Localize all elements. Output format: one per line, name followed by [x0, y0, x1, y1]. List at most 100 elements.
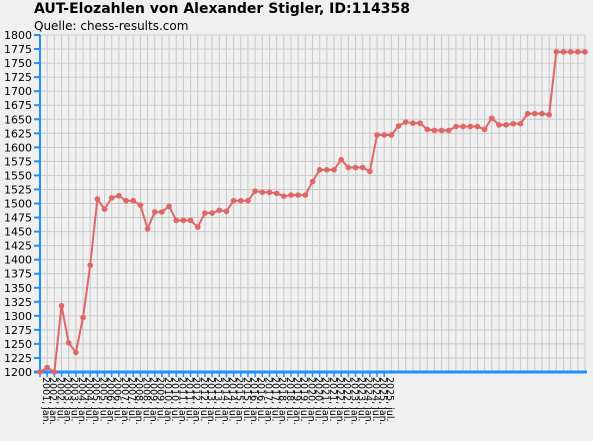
y-tick-label: 1750 [4, 57, 32, 70]
data-point [388, 132, 395, 138]
x-tick-label: 2020, jan. [305, 377, 316, 425]
x-tick-label: 2016, jul. [255, 377, 266, 422]
data-point [474, 123, 481, 130]
data-point [259, 189, 266, 196]
data-point [395, 123, 402, 129]
x-tick-label: 2022, jan. [334, 377, 345, 425]
data-point [496, 122, 502, 128]
x-tick-label: 2024, jul. [370, 377, 381, 422]
x-tick-label: 2008, jan. [133, 377, 144, 425]
x-tick-label: 2009, jul. [155, 377, 166, 422]
data-point [424, 126, 431, 133]
data-point [252, 188, 258, 194]
data-point [524, 110, 531, 117]
x-tick-label: 2007, jan. [119, 377, 130, 425]
x-tick-label: 2010, jul. [169, 377, 180, 422]
x-tick-label: 2023, jan. [348, 377, 359, 425]
data-point [73, 349, 79, 356]
y-tick-label: 1800 [4, 29, 32, 42]
data-point [87, 262, 93, 269]
data-point [517, 120, 524, 127]
x-tick-label: 2018, jul. [284, 377, 295, 422]
x-tick-label: 2003, jan. [62, 377, 73, 425]
data-point [539, 110, 545, 117]
x-tick-label: 2019, jul. [298, 377, 309, 422]
y-tick-label: 1600 [4, 141, 32, 154]
x-tick-label: 2005, jul. [97, 377, 108, 422]
data-point [560, 49, 567, 55]
data-point [58, 302, 65, 309]
data-point [216, 207, 223, 214]
y-tick-label: 1500 [4, 198, 32, 211]
x-tick-label: 2021, jul. [327, 377, 338, 422]
data-point [460, 123, 466, 130]
y-tick-label: 1300 [4, 310, 32, 323]
y-tick-label: 1225 [4, 352, 32, 365]
y-tick-label: 1700 [4, 85, 32, 98]
x-tick-label: 2006, jan. [105, 377, 116, 425]
data-point [237, 197, 244, 204]
x-tick-label: 2022, jul. [341, 377, 352, 422]
data-point [273, 190, 280, 197]
y-tick-label: 1450 [4, 226, 32, 239]
x-tick-label: 2020, jul. [313, 377, 324, 422]
data-point [402, 119, 409, 125]
y-tick-label: 1400 [4, 254, 32, 267]
data-point [295, 192, 301, 198]
y-tick-label: 1675 [4, 99, 32, 112]
data-point [488, 115, 495, 121]
x-tick-label: 2025, jul. [384, 377, 395, 422]
x-tick-label: 2021, jan. [320, 377, 331, 425]
chart-subtitle: Quelle: chess-results.com [34, 19, 189, 33]
chart-title: AUT-Elozahlen von Alexander Stigler, ID:… [34, 1, 411, 17]
data-point [151, 209, 158, 215]
y-tick-label: 1550 [4, 169, 32, 182]
data-point [582, 49, 588, 55]
y-tick-label: 1275 [4, 324, 32, 337]
data-point [137, 202, 144, 208]
x-tick-label: 2024, jan. [363, 377, 374, 425]
data-point [553, 49, 560, 55]
x-tick-label: 2017, jul. [269, 377, 280, 422]
x-tick-label: 2008, jul. [140, 377, 151, 422]
y-tick-label: 1475 [4, 212, 32, 225]
x-tick-label: 2002, jan. [47, 377, 58, 425]
x-tick-label: 2005, jan. [90, 377, 101, 425]
data-point [223, 208, 230, 215]
data-point [316, 167, 323, 173]
y-tick-label: 1650 [4, 113, 32, 126]
x-tick-label: 2011, jul. [183, 377, 194, 422]
data-point [331, 167, 337, 173]
data-point [438, 127, 445, 134]
data-point [381, 132, 388, 138]
x-tick-label: 2007, jul. [126, 377, 137, 422]
data-point [194, 224, 201, 230]
x-tick-label: 2015, jul. [241, 377, 252, 422]
x-tick-label: 2002, jul. [54, 377, 65, 422]
data-point [173, 217, 180, 224]
x-tick-label: 2012, jul. [198, 377, 209, 422]
x-tick-label: 2023, jul. [356, 377, 367, 422]
data-point [209, 210, 215, 216]
x-tick-label: 2013, jul. [212, 377, 223, 422]
data-point [281, 193, 287, 199]
data-point [359, 164, 366, 171]
y-tick-label: 1575 [4, 155, 32, 168]
data-point [567, 49, 574, 55]
data-point [94, 196, 101, 202]
data-point [230, 197, 237, 204]
data-point [266, 189, 273, 196]
x-tick-label: 2016, jan. [248, 377, 259, 425]
y-tick-label: 1375 [4, 268, 32, 281]
y-tick-label: 1775 [4, 43, 32, 56]
x-tick-label: 2009, jan. [148, 377, 159, 425]
data-point [467, 123, 474, 130]
data-point [65, 339, 72, 346]
data-point [445, 127, 452, 134]
data-point [374, 132, 380, 138]
x-tick-label: 2004, jul. [83, 377, 94, 422]
data-point [510, 120, 517, 127]
data-point [51, 369, 58, 375]
x-tick-label: 2025, jan. [377, 377, 388, 425]
